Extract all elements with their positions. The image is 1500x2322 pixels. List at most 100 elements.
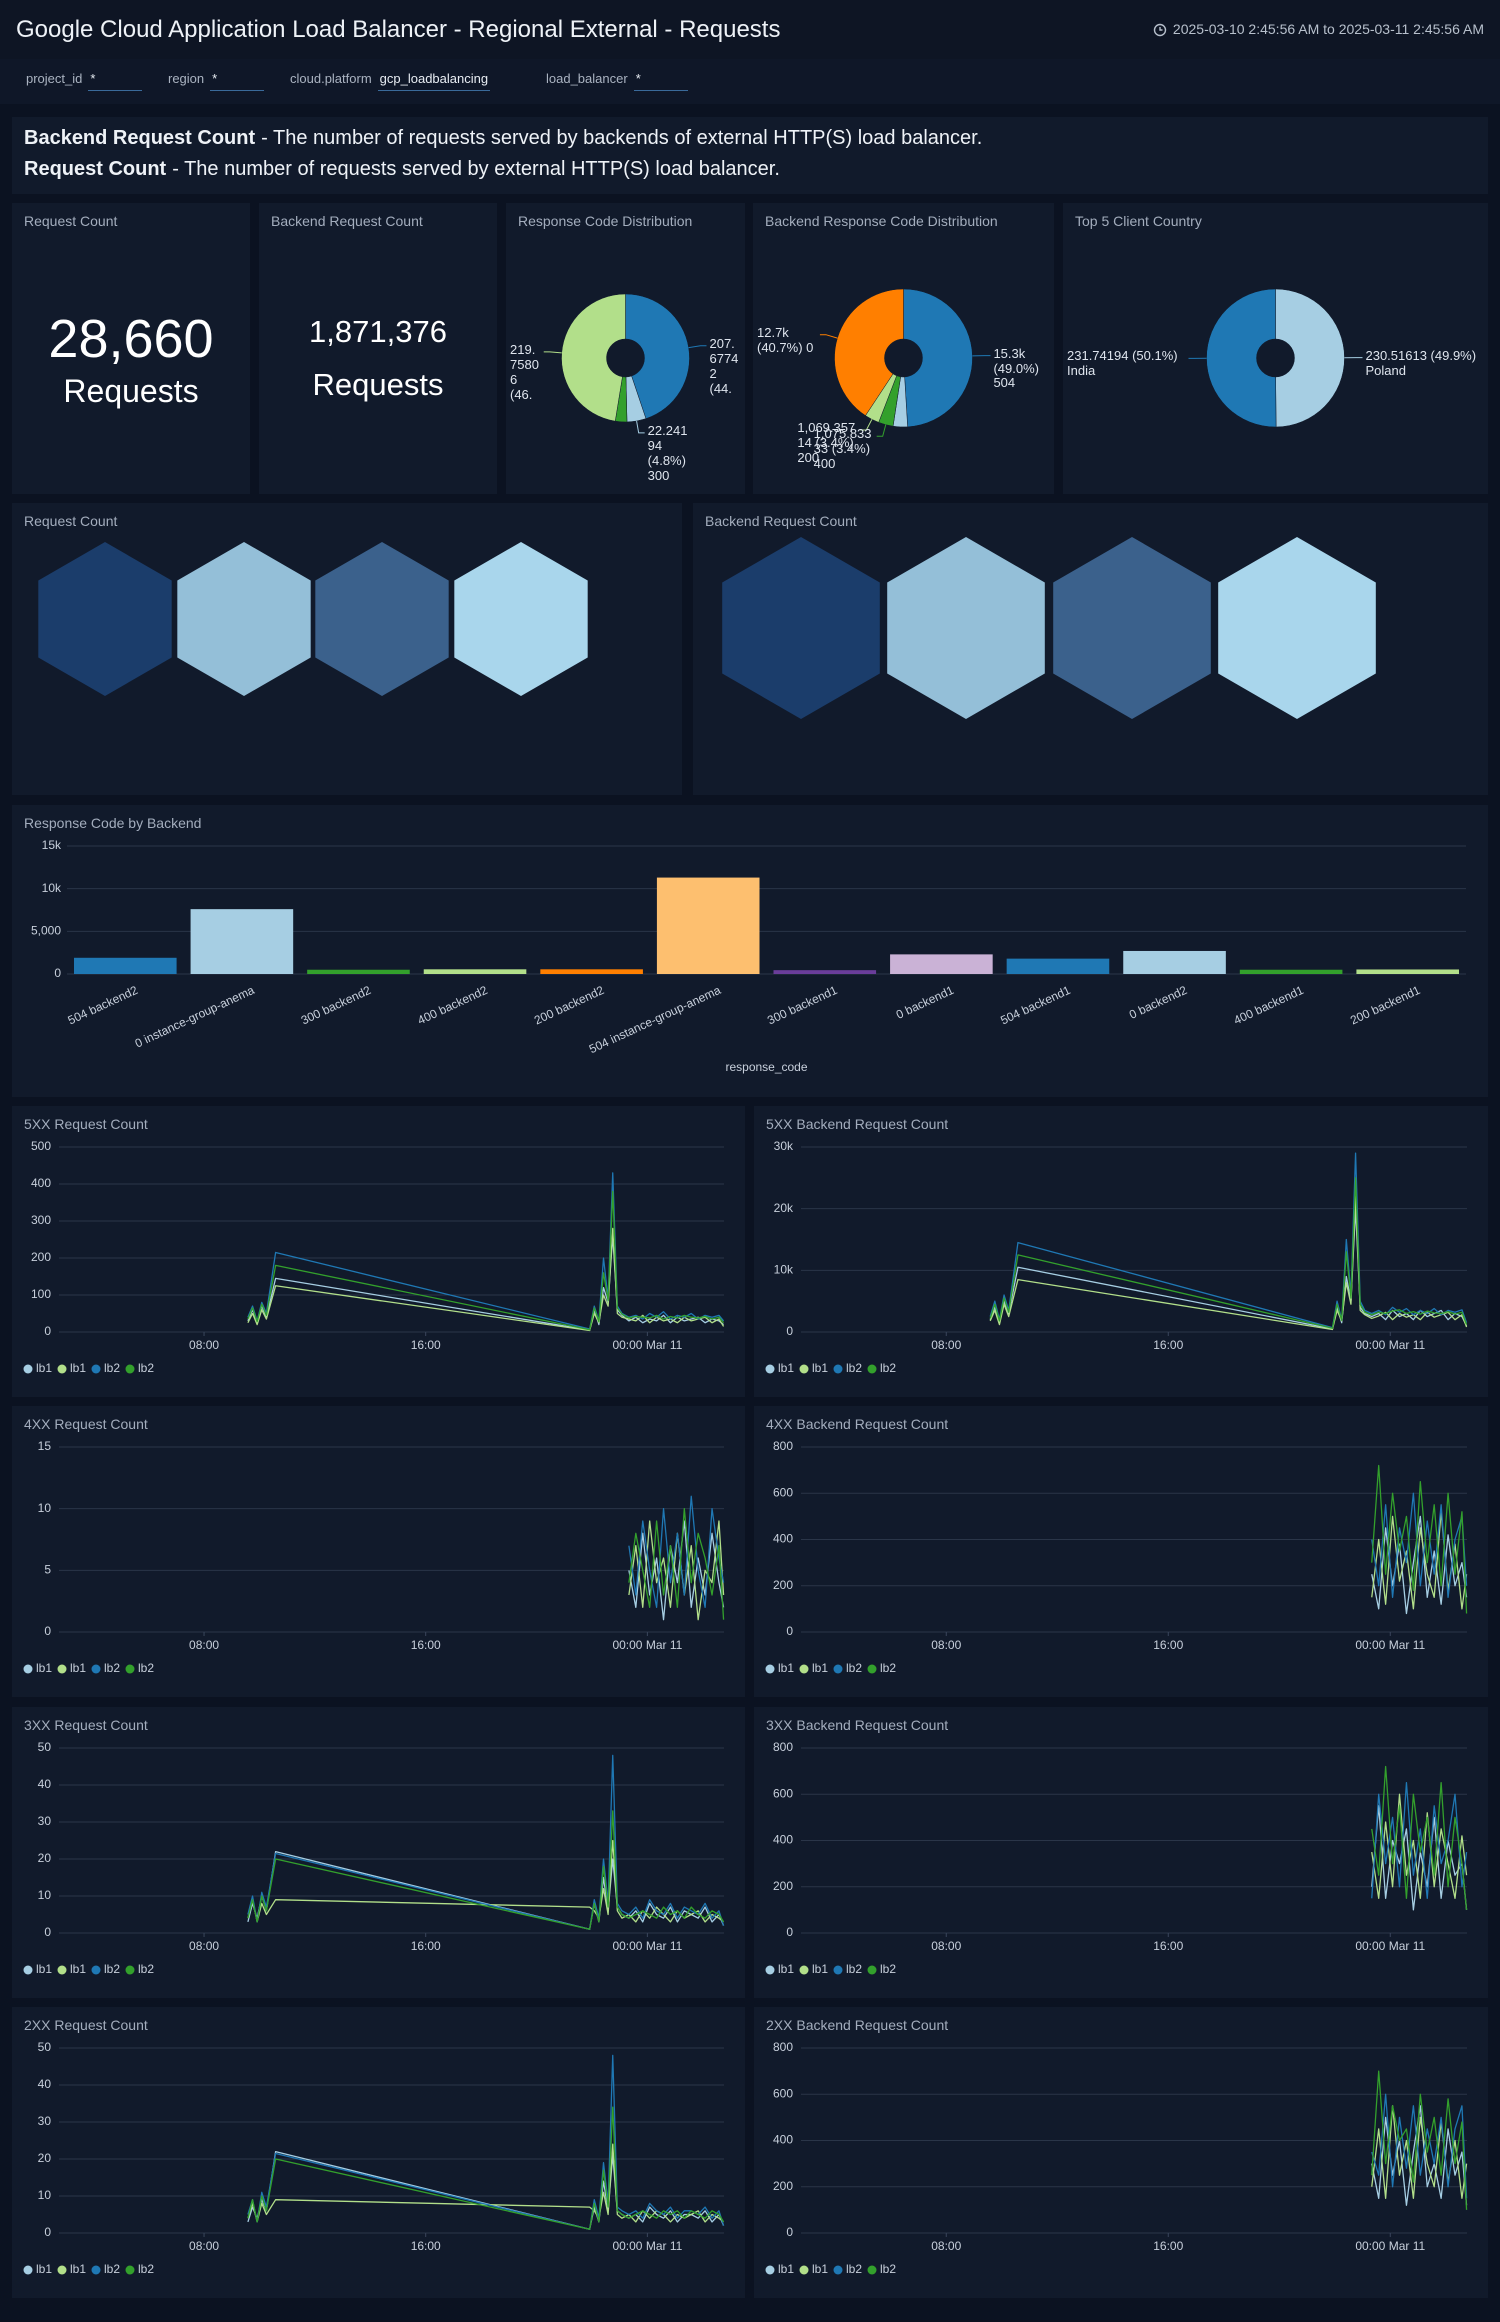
legend-marker [125,2265,135,2275]
line-series [989,1177,1468,1329]
legend-label: lb2 [880,1962,896,1976]
x-tick-label: 00:00 Mar 11 [1355,2239,1425,2253]
legend-marker [125,1965,135,1975]
panel-title: Backend Request Count [271,213,423,229]
legend-marker [23,1965,33,1975]
y-tick-label: 0 [44,2225,51,2239]
filter-value: * [633,71,688,91]
note-text: - The number of requests served by exter… [172,158,780,180]
x-tick-label: 08:00 [189,1638,219,1652]
notes-panel: Backend Request Count - The number of req… [12,117,1488,194]
x-tick-label: 00:00 Mar 11 [1355,1939,1425,1953]
bar [423,969,527,974]
y-tick-label: 500 [31,1139,51,1153]
stat-unit: Requests [312,367,444,402]
legend-label: lb1 [812,1962,828,1976]
x-tick-label: 16:00 [1153,1338,1183,1352]
time-range[interactable]: 2025-03-10 2:45:56 AM to 2025-03-11 2:45… [1153,0,1484,59]
line-series [628,1520,725,1621]
filter[interactable]: project_id * [26,71,143,91]
legend-marker [91,1364,101,1374]
filter[interactable]: load_balancer * [546,71,688,91]
line-series [247,1839,724,1923]
filter[interactable]: cloud.platform gcp_loadbalancing [290,71,491,91]
panel-title: 5XX Request Count [24,1116,148,1132]
legend-marker [867,1364,877,1374]
label-connector [876,424,887,437]
y-tick-label: 10 [38,1501,52,1515]
x-tick-label: 08:00 [189,1338,219,1352]
y-tick-label: 30 [38,2114,52,2128]
chart-panel: 2XX Request Count 0 10 20 30 40 50 08:00 16:00 00… [12,2007,745,2298]
stat-value: 1,871,376 [309,314,447,349]
legend-marker [23,1664,33,1674]
panel-title: 2XX Request Count [24,2017,148,2033]
value-label: 12.7k (40.7%) [757,324,803,355]
y-tick-label: 300 [31,1213,51,1227]
honeycomb [722,537,1376,719]
filter-value: * [88,71,143,91]
y-tick-label: 30k [774,1139,794,1153]
x-tick-label: 400 backend2 [415,983,490,1028]
legend-marker [833,1364,843,1374]
legend-label: lb1 [812,1661,828,1675]
honeycomb-panel: Request Count [12,503,682,795]
legend-marker [765,1965,775,1975]
y-tick-label: 20k [774,1201,794,1215]
pie-slice [1206,288,1277,428]
dashboard-title: Google Cloud Application Load Balancer -… [16,16,781,43]
stat-panel: Backend Request Count 1,871,376 Requests [259,203,497,494]
legend-label: lb2 [104,1361,120,1375]
x-tick-label: 0 instance-group-anema [133,983,257,1051]
legend-marker [867,1664,877,1674]
chart: 0 200 400 600 800 08:00 16:00 00:00 Mar 11 lb1 lb… [765,1439,1468,1675]
clock-icon [1153,23,1167,36]
line-series [247,1172,725,1330]
y-tick-label: 200 [773,1578,793,1592]
pie-label: 22.24194 (4.8%) 300 [648,423,692,484]
value-label: 230.51613 (49.9%) [1365,347,1477,363]
y-tick-label: 800 [773,1740,793,1754]
x-tick-label: 08:00 [189,2239,219,2253]
legend-label: lb1 [778,1962,794,1976]
legend-marker [867,1965,877,1975]
filter[interactable]: region * [168,71,265,91]
legend-label: lb1 [778,1661,794,1675]
chart-panel: 5XX Backend Request Count 0 10k 20k 30k 08:00… [754,1106,1488,1397]
legend-marker [765,2265,775,2275]
legend-marker [57,1364,67,1374]
stat-panel: Request Count 28,660 Requests [12,203,250,494]
chart: 0 10k 20k 30k 08:00 16:00 00:00 Mar 11 lb1 lb1 lb… [765,1139,1468,1375]
pie-label: 219.75806 (46. [510,342,541,403]
y-tick-label: 10k [774,1263,794,1277]
chart-panel: 3XX Backend Request Count 0 200 400 600 800 08… [754,1707,1488,1998]
filter-bar: project_id * region * cloud.platform gcp_load… [0,59,1500,104]
chart-panel: 2XX Backend Request Count 0 200 400 600 800 08… [754,2007,1488,2298]
x-tick-label: 16:00 [411,1939,441,1953]
x-tick-label: 16:00 [411,1638,441,1652]
hexagon [454,542,588,696]
y-tick-label: 10 [38,1888,52,1902]
legend-marker [799,1364,809,1374]
legend-label: lb2 [846,1661,862,1675]
panel-title: Response Code Distribution [518,213,693,229]
hexagon [887,537,1045,719]
stat-unit: Requests [63,373,199,409]
x-tick-label: 16:00 [411,2239,441,2253]
y-tick-label: 50 [38,2040,52,2054]
y-tick-label: 200 [773,1879,793,1893]
note-term: Request Count [24,158,167,180]
panel-title: 5XX Backend Request Count [766,1116,949,1132]
hexagon [315,542,449,696]
pie-label: 231.74194 (50.1%) India [1067,348,1186,379]
legend-label: lb2 [138,1661,154,1675]
value-label: 207.67742 (44. [709,335,739,396]
x-tick-label: 400 backend1 [1231,983,1306,1028]
panel-title: Response Code by Backend [24,815,202,831]
x-tick-label: 200 backend2 [532,983,607,1028]
legend-label: lb2 [138,2262,154,2276]
honeycomb [38,542,588,696]
line-series [247,2150,725,2230]
